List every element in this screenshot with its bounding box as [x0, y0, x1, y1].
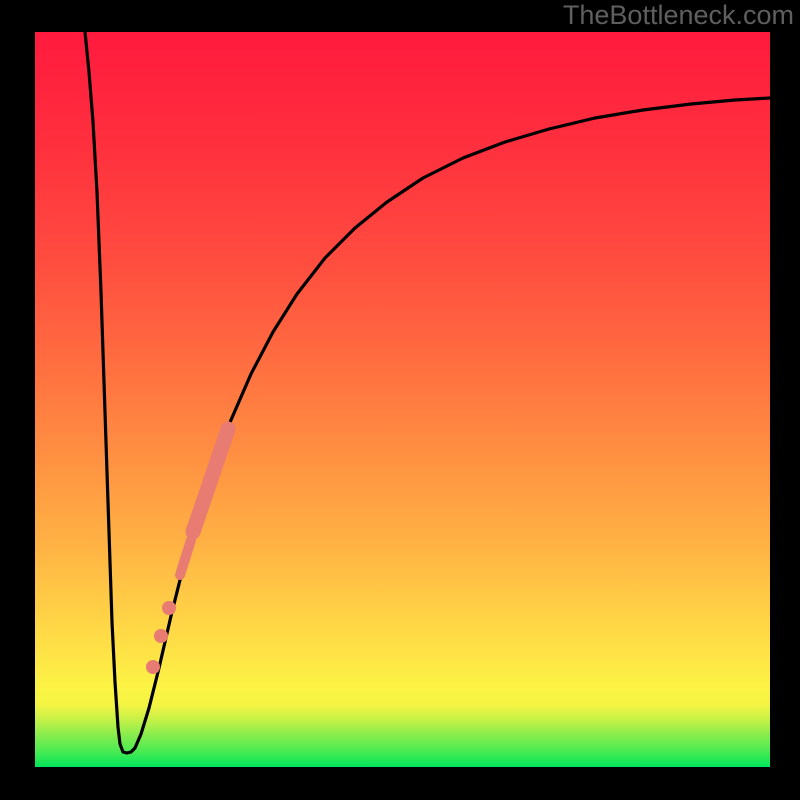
chart-svg	[35, 32, 770, 767]
highlight-segment-tail	[180, 540, 191, 575]
bottleneck-curve	[85, 32, 770, 753]
plot-area	[35, 32, 770, 767]
watermark-text: TheBottleneck.com	[563, 0, 794, 31]
highlight-segment	[193, 429, 228, 532]
marker-dot	[154, 629, 168, 643]
stage: TheBottleneck.com	[0, 0, 800, 800]
marker-dot	[146, 660, 160, 674]
marker-dot	[162, 601, 176, 615]
